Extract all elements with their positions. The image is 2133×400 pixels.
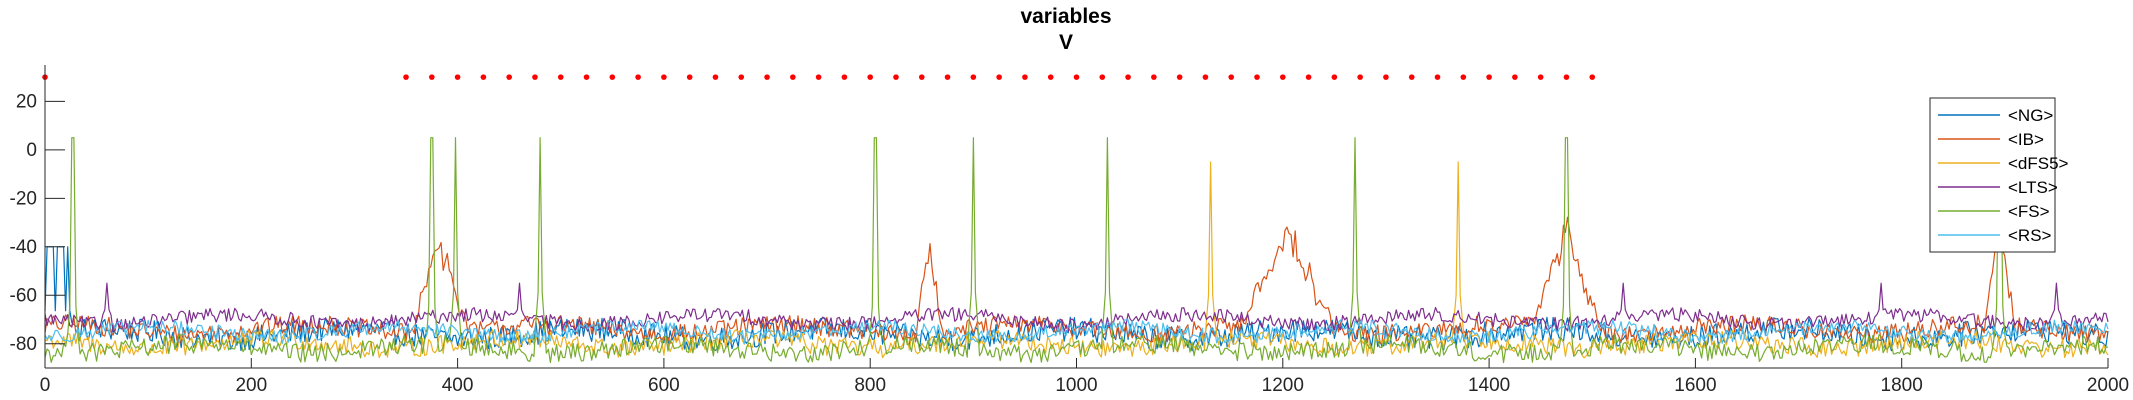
legend-box <box>1929 97 2056 253</box>
marker-dot <box>403 74 409 80</box>
x-tick-label: 400 <box>442 375 474 396</box>
y-tick-label: -40 <box>10 237 37 258</box>
marker-dot <box>815 74 822 80</box>
marker-dot <box>1512 74 1518 80</box>
marker-dot <box>738 74 745 80</box>
x-tick-label: 1600 <box>1674 375 1716 396</box>
legend-label: <FS> <box>2008 202 2050 221</box>
marker-dot <box>1280 74 1286 80</box>
marker-dot <box>712 74 719 80</box>
marker-dot <box>506 74 512 80</box>
marker-dot <box>944 74 951 80</box>
tick-layer: 0 200 400 600 800 1000 1200 1400 1600 1800 2000200… <box>10 91 2130 396</box>
chart-title-line-2: V <box>1059 31 1073 54</box>
marker-dot <box>1408 74 1415 80</box>
marker-dot <box>764 74 770 80</box>
marker-dot <box>609 74 616 80</box>
marker-dot <box>1176 74 1183 80</box>
y-tick-label: -80 <box>10 334 37 355</box>
marker-dot <box>1331 74 1338 80</box>
series-line-5 <box>44 319 2109 345</box>
y-tick-label: -60 <box>10 285 37 306</box>
y-tick-label: 20 <box>16 91 37 112</box>
x-tick-label: 1000 <box>1055 375 1097 396</box>
marker-dot <box>996 74 1002 80</box>
marker-dot <box>1537 74 1544 80</box>
legend-label: <IB> <box>2008 130 2044 149</box>
marker-dot <box>1460 74 1467 80</box>
marker-dot <box>1589 74 1596 80</box>
marker-dot <box>1099 74 1106 80</box>
marker-dot <box>1486 74 1492 80</box>
legend-label: <NG> <box>2008 106 2053 125</box>
x-tick-label: 2000 <box>2087 375 2129 396</box>
marker-dot <box>918 74 925 80</box>
marker-dot <box>557 74 564 80</box>
marker-dot <box>1254 74 1260 80</box>
marker-dot <box>1202 74 1209 80</box>
marker-dot <box>454 74 461 80</box>
marker-dot <box>1228 74 1235 80</box>
marker-dot <box>1383 74 1389 80</box>
legend: <NG> <IB> <dFS5> <LTS> <FS> <RS> <box>1929 97 2069 253</box>
marker-dot <box>532 74 538 80</box>
series-line-0 <box>44 246 2109 352</box>
marker-dot <box>583 74 590 80</box>
series-line-3 <box>44 282 2109 333</box>
marker-dot <box>1305 74 1312 80</box>
marker-dot <box>1563 74 1570 80</box>
marker-dot <box>635 74 641 80</box>
legend-label: <RS> <box>2008 226 2052 245</box>
marker-dot <box>480 74 487 80</box>
marker-dot <box>893 74 899 80</box>
legend-label: <dFS5> <box>2008 154 2069 173</box>
x-tick-label: 1800 <box>1881 375 1923 396</box>
series-line-4 <box>44 137 2109 364</box>
marker-dot <box>970 74 977 80</box>
marker-dot <box>1073 74 1080 80</box>
marker-dot <box>1047 74 1054 80</box>
x-tick-label: 800 <box>854 375 886 396</box>
series-layer <box>44 137 2109 364</box>
marker-dot <box>1022 74 1028 80</box>
marker-dot <box>686 74 693 80</box>
marker-layer <box>42 74 1596 80</box>
legend-label: <LTS> <box>2008 178 2058 197</box>
marker-dot <box>1357 74 1363 80</box>
marker-dot <box>867 74 873 80</box>
chart-title-line-1: variables <box>1020 5 1111 28</box>
y-tick-label: 0 <box>26 140 37 161</box>
marker-dot <box>1125 74 1131 80</box>
x-tick-label: 600 <box>648 375 680 396</box>
marker-dot <box>1434 74 1441 80</box>
plot-area: 0 200 400 600 800 1000 1200 1400 1600 1800 2000200… <box>10 65 2130 396</box>
marker-dot <box>790 74 796 80</box>
x-tick-label: 0 <box>40 375 51 396</box>
marker-dot <box>429 74 435 80</box>
x-tick-label: 1200 <box>1262 375 1304 396</box>
x-tick-label: 1400 <box>1468 375 1510 396</box>
marker-dot <box>661 74 667 80</box>
marker-dot <box>1151 74 1157 80</box>
marker-dot <box>841 74 848 80</box>
x-tick-label: 200 <box>235 375 267 396</box>
y-tick-label: -20 <box>10 188 37 209</box>
